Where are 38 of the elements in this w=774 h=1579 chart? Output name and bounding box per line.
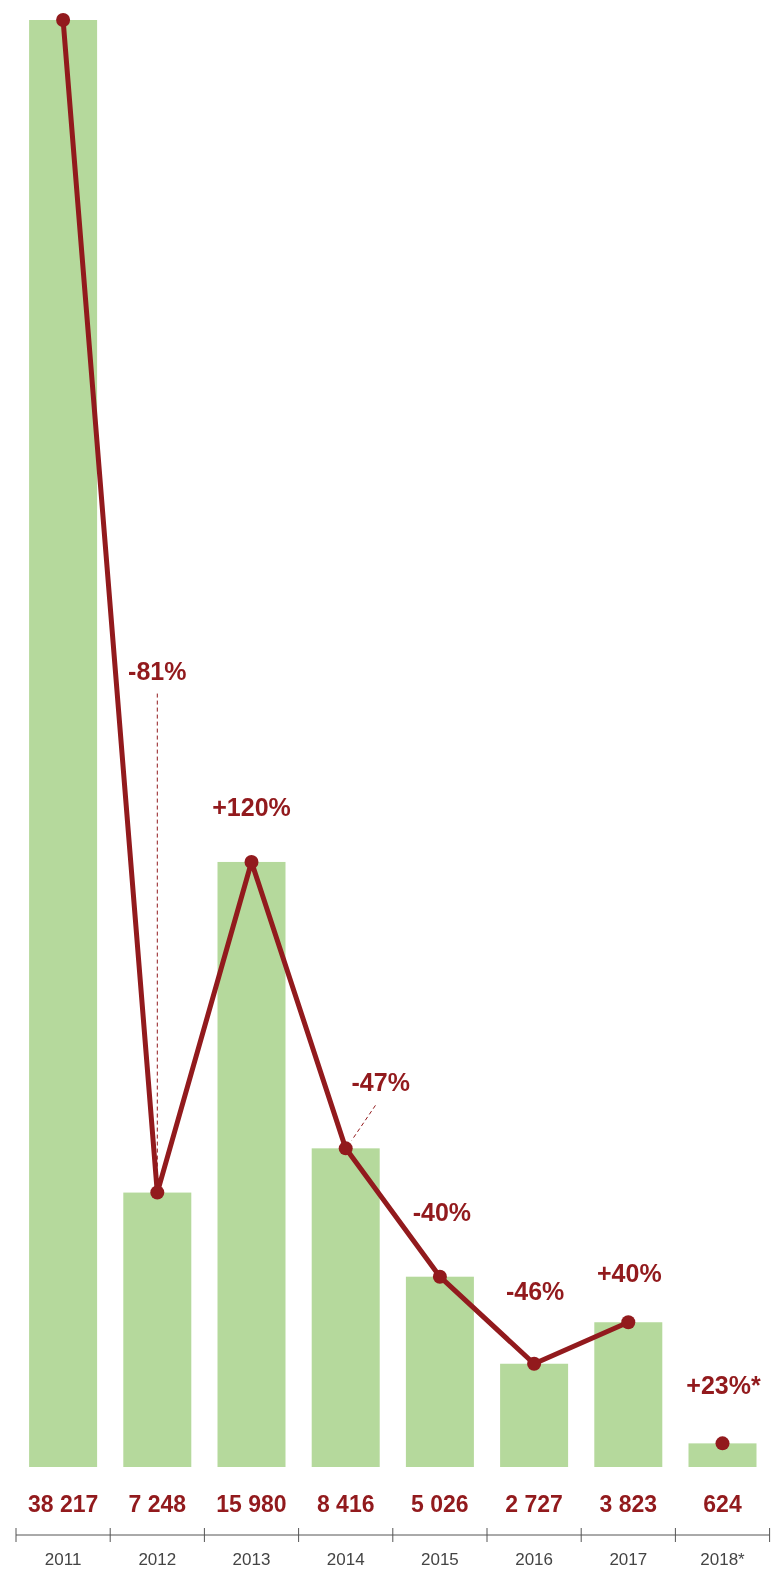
x-tick-label: 2013: [232, 1550, 271, 1569]
point: [56, 13, 71, 27]
bar: [500, 1363, 569, 1467]
bar: [405, 1276, 474, 1467]
point: [150, 1185, 165, 1200]
bar: [688, 1443, 757, 1467]
annotation: -46%: [505, 1276, 565, 1305]
data-label: 3 823: [599, 1491, 658, 1517]
bar: [594, 1322, 663, 1467]
point: [527, 1356, 542, 1371]
x-tick-label: 2017: [609, 1550, 648, 1569]
point: [621, 1315, 636, 1330]
bar: [29, 20, 98, 1467]
bar: [217, 861, 286, 1467]
data-label: 624: [703, 1491, 742, 1517]
annotation: -47%: [351, 1068, 410, 1097]
data-label: 15 980: [216, 1491, 287, 1517]
data-label: 5 026: [411, 1491, 469, 1517]
x-tick-label: 2015: [420, 1550, 459, 1569]
point: [244, 854, 259, 869]
x-tick-label: 2011: [44, 1550, 82, 1569]
data-label: 2 727: [505, 1491, 563, 1517]
x-tick-label: 2018*: [700, 1550, 746, 1569]
point: [432, 1269, 447, 1284]
point: [338, 1141, 353, 1156]
x-tick-label: 2014: [326, 1550, 365, 1569]
x-tick-label: 2016: [515, 1550, 554, 1569]
annotation: -40%: [412, 1197, 472, 1226]
bar: [123, 1192, 192, 1467]
data-label: 7 248: [128, 1491, 187, 1517]
data-label: 38 217: [27, 1491, 99, 1517]
data-label: 8 416: [316, 1491, 375, 1517]
annotation: -81%: [128, 656, 187, 685]
annotation: +40%: [596, 1259, 662, 1288]
bar: [311, 1148, 380, 1467]
annotation: +23%*: [686, 1371, 761, 1400]
x-tick-label: 2012: [138, 1550, 177, 1569]
annotation: +120%: [212, 792, 291, 821]
